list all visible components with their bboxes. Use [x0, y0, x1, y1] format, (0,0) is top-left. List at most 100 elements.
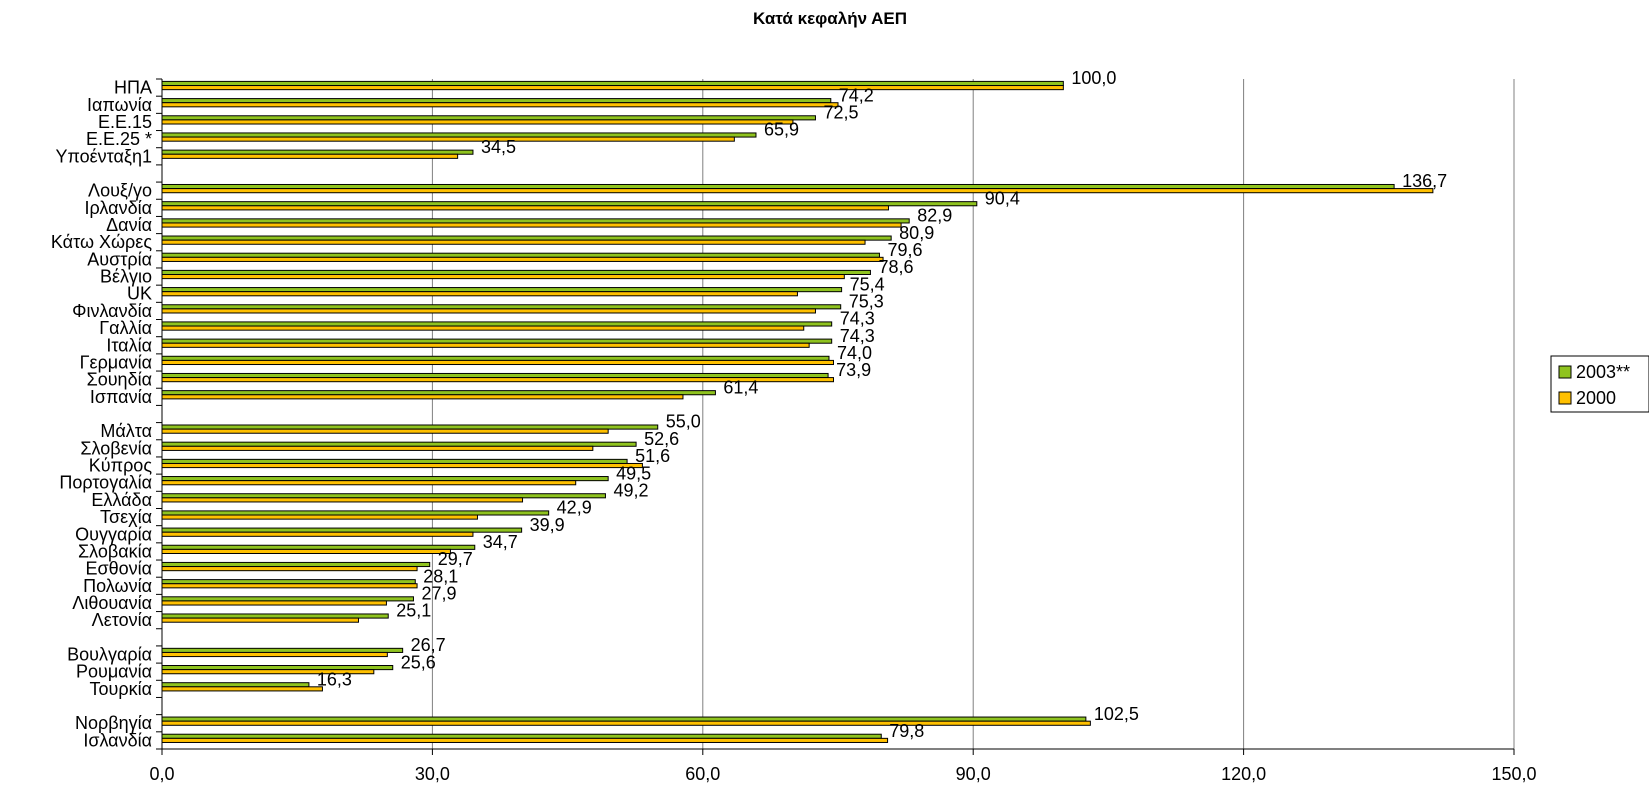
bar-2003 [161, 441, 637, 447]
data-label: 55,0 [666, 412, 701, 432]
data-label: 61,4 [723, 377, 758, 397]
data-label: 90,4 [985, 188, 1020, 208]
bar-2000 [161, 651, 388, 658]
category-label: Ιαπωνία [87, 95, 152, 115]
category-label: Βέλγιο [100, 267, 152, 287]
data-label: 136,7 [1402, 171, 1447, 191]
category-label: Ελλάδα [91, 490, 152, 510]
bar-2003 [161, 665, 394, 671]
bar-2003 [161, 682, 310, 688]
bar-2003 [161, 269, 871, 276]
bar-2003 [161, 510, 550, 516]
bar-2003 [161, 476, 609, 482]
bar-2000 [161, 600, 387, 606]
bar-2000 [161, 377, 834, 383]
chart-title: Κατά κεφαλήν ΑΕΠ [753, 9, 907, 28]
bar-2003 [161, 716, 1087, 722]
data-label: 65,9 [764, 120, 799, 140]
bar-2003 [161, 321, 833, 327]
data-label: 25,1 [396, 601, 431, 621]
bar-2003 [161, 235, 892, 241]
bar-2000 [161, 462, 643, 469]
bar-2000 [161, 85, 1064, 91]
data-label: 74,3 [840, 309, 875, 329]
legend: 2003** 2000 [1550, 355, 1649, 413]
bar-2000 [161, 256, 884, 262]
bar-2003 [161, 355, 830, 361]
category-label: Λουξ/γο [88, 181, 152, 201]
data-label: 29,7 [438, 549, 473, 569]
bar-2003 [161, 149, 474, 155]
x-tick-label: 0,0 [149, 764, 174, 784]
category-label: Λετονία [92, 610, 152, 630]
category-label: Νορβηγία [75, 713, 152, 733]
category-label: Ιταλία [106, 335, 152, 355]
bar-2003 [161, 613, 389, 619]
bar-2000 [161, 566, 418, 572]
data-label: 34,5 [481, 137, 516, 157]
data-label: 79,6 [887, 240, 922, 260]
data-label: 75,4 [850, 274, 885, 294]
bar-2000 [161, 205, 889, 211]
bar-2000 [161, 531, 474, 537]
bar-2003 [161, 201, 978, 207]
bar-2000 [161, 720, 1091, 726]
legend-swatch [1558, 391, 1572, 405]
category-label: Ισλανδία [83, 730, 152, 750]
legend-label: 2003** [1576, 362, 1630, 382]
category-label: Πολωνία [83, 576, 152, 596]
bar-2000 [161, 136, 735, 142]
legend-label: 2000 [1576, 388, 1616, 408]
bar-2000 [161, 686, 323, 692]
data-label: 34,7 [483, 532, 518, 552]
bar-2000 [161, 308, 816, 314]
category-label: Τσεχία [100, 507, 152, 527]
bar-2003 [161, 218, 910, 224]
category-label: Μάλτα [100, 421, 152, 441]
data-label: 27,9 [421, 584, 456, 604]
category-label: Σλοβακία [78, 541, 152, 561]
data-label: 74,2 [839, 85, 874, 105]
data-label: 102,5 [1094, 704, 1139, 724]
bar-2000 [161, 222, 902, 228]
bar-2000 [161, 274, 845, 280]
category-label: Δανία [106, 215, 152, 235]
bar-2000 [161, 617, 359, 623]
category-label: Λιθουανία [72, 593, 152, 613]
category-label: Φινλανδία [72, 301, 152, 321]
category-label: Ισπανία [90, 387, 152, 407]
bar-2003 [161, 733, 882, 739]
category-label: Σουηδία [87, 370, 152, 390]
category-label: Τουρκία [89, 679, 152, 699]
bar-2000 [161, 291, 798, 297]
bar-2003 [161, 579, 416, 585]
category-label: Υποένταξη1 [55, 146, 152, 166]
data-label: 49,5 [616, 463, 651, 483]
bar-2003 [161, 390, 716, 396]
bar-2003 [161, 647, 404, 653]
bar-2003 [161, 561, 431, 568]
x-tick-label: 60,0 [685, 764, 720, 784]
bar-2000 [161, 359, 834, 366]
bar-2000 [161, 428, 609, 434]
bar-2000 [161, 737, 889, 743]
bar-2000 [161, 102, 839, 108]
bar-2003 [161, 80, 1064, 87]
bar-2000 [161, 497, 524, 503]
bar-2003 [161, 527, 523, 533]
bar-2000 [161, 342, 810, 348]
bar-2003 [161, 424, 659, 430]
category-label: Εσθονία [85, 559, 152, 579]
data-label: 25,6 [401, 652, 436, 672]
bar-2003 [161, 458, 628, 464]
bar-2003 [161, 115, 816, 121]
data-label: 72,5 [823, 103, 858, 123]
category-label: Γερμανία [80, 352, 152, 372]
data-label: 74,0 [837, 343, 872, 363]
bar-2003 [161, 252, 880, 258]
data-label: 78,6 [878, 257, 913, 277]
bar-2003 [161, 493, 606, 499]
bar-2000 [161, 394, 684, 400]
category-label: Κάτω Χώρες [51, 232, 152, 252]
bar-2000 [161, 239, 866, 245]
